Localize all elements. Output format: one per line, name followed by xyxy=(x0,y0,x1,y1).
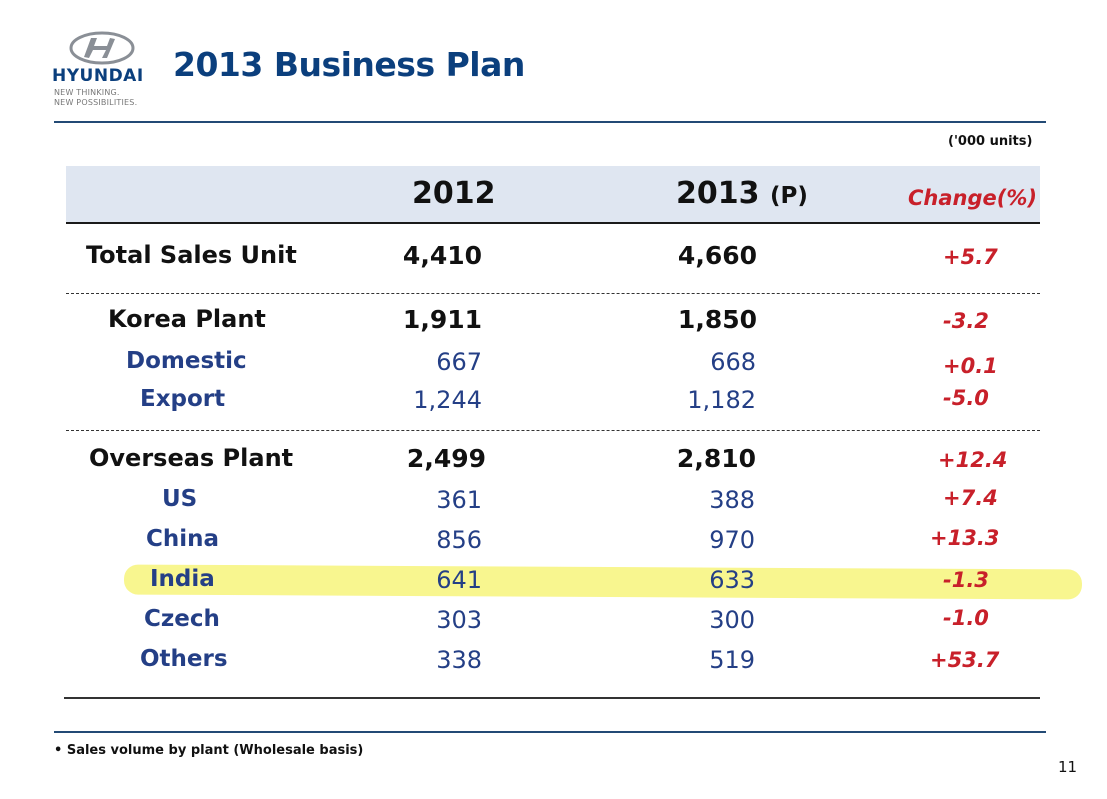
value-2012: 1,911 xyxy=(402,305,482,334)
value-2012: 338 xyxy=(436,646,482,674)
value-2012: 667 xyxy=(436,348,482,376)
table-row: Korea Plant 1,911 1,850 -3.2 xyxy=(0,305,1107,335)
value-2013: 300 xyxy=(709,606,755,634)
value-2013: 668 xyxy=(710,348,756,376)
value-2013: 2,810 xyxy=(676,444,756,473)
table-header xyxy=(66,166,1040,224)
value-2013: 970 xyxy=(709,526,755,554)
value-2012: 856 xyxy=(436,526,482,554)
value-2013: 1,850 xyxy=(677,305,757,334)
table-row: India 641 633 -1.3 xyxy=(0,566,1107,596)
row-label: China xyxy=(146,526,220,552)
value-2013: 1,182 xyxy=(687,386,756,414)
divider xyxy=(66,430,1040,431)
value-change: +53.7 xyxy=(930,648,1000,672)
hyundai-emblem-icon xyxy=(69,31,135,65)
value-2013: 4,660 xyxy=(677,241,757,270)
row-label: Export xyxy=(140,386,226,412)
value-2012: 303 xyxy=(436,606,482,634)
row-label: Overseas Plant xyxy=(89,444,294,472)
brand-wordmark: HYUNDAI xyxy=(52,66,144,86)
footnote: • Sales volume by plant (Wholesale basis… xyxy=(54,743,364,758)
value-change: -1.3 xyxy=(943,568,989,592)
row-label: US xyxy=(162,486,198,512)
value-change: -5.0 xyxy=(943,386,989,410)
table-row: Overseas Plant 2,499 2,810 +12.4 xyxy=(0,444,1107,474)
table-row: Czech 303 300 -1.0 xyxy=(0,606,1107,636)
row-label: India xyxy=(150,566,215,592)
hyundai-logo: HYUNDAI NEW THINKING. NEW POSSIBILITIES. xyxy=(52,30,162,112)
value-2012: 361 xyxy=(436,486,482,514)
row-label: Korea Plant xyxy=(108,305,266,333)
value-change: +5.7 xyxy=(943,245,998,269)
footer-rule xyxy=(54,731,1046,733)
table-row: China 856 970 +13.3 xyxy=(0,526,1107,556)
value-2013: 519 xyxy=(709,646,755,674)
value-change: +12.4 xyxy=(938,448,1008,472)
table-row: Domestic 667 668 +0.1 xyxy=(0,348,1107,378)
value-change: +0.1 xyxy=(943,354,998,378)
table-row: Others 338 519 +53.7 xyxy=(0,646,1107,676)
page-title: 2013 Business Plan xyxy=(173,45,525,84)
value-change: +7.4 xyxy=(943,486,998,510)
page-number: 11 xyxy=(1058,758,1078,776)
divider xyxy=(66,293,1040,294)
table-bottom-rule xyxy=(64,697,1040,699)
brand-tagline: NEW THINKING. NEW POSSIBILITIES. xyxy=(54,88,138,107)
table-row: US 361 388 +7.4 xyxy=(0,486,1107,516)
header-rule xyxy=(54,121,1046,123)
row-label: Total Sales Unit xyxy=(86,241,297,269)
units-note: ('000 units) xyxy=(948,134,1033,149)
row-label: Domestic xyxy=(126,348,247,374)
column-2012: 2012 xyxy=(412,176,496,211)
value-2012: 2,499 xyxy=(406,444,486,473)
value-change: +13.3 xyxy=(930,526,1000,550)
value-change: -1.0 xyxy=(943,606,989,630)
value-2013: 633 xyxy=(709,566,755,594)
column-change: Change(%) xyxy=(908,186,1037,210)
column-2013: 2013 (P) xyxy=(676,176,808,211)
value-2012: 1,244 xyxy=(413,386,482,414)
table-row: Export 1,244 1,182 -5.0 xyxy=(0,386,1107,416)
row-label: Others xyxy=(140,646,228,672)
value-2012: 641 xyxy=(436,566,482,594)
value-2012: 4,410 xyxy=(402,241,482,270)
row-label: Czech xyxy=(144,606,220,632)
value-2013: 388 xyxy=(709,486,755,514)
table-row: Total Sales Unit 4,410 4,660 +5.7 xyxy=(0,241,1107,271)
value-change: -3.2 xyxy=(943,309,989,333)
